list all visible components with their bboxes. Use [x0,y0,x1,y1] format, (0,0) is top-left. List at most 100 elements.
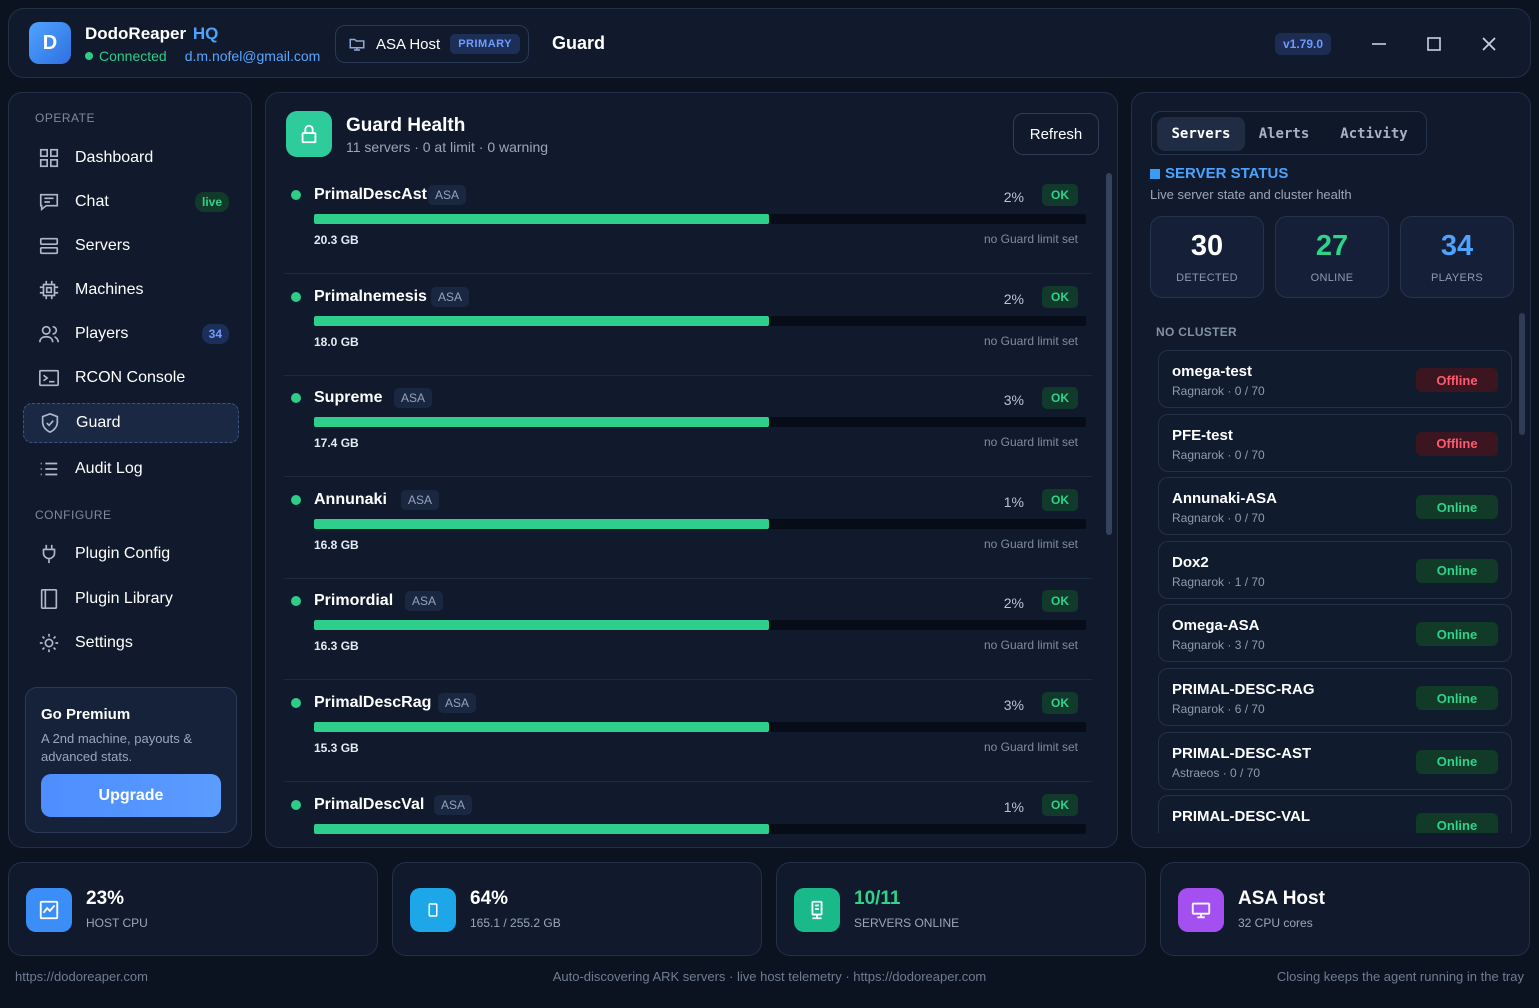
server-name: Primordial [314,592,394,610]
server-name: omega-test [1172,363,1253,380]
guard-row: PrimalDescVal ASA 1% OK [284,783,1092,847]
sidebar-item-audit-log[interactable]: Audit Log [23,449,239,489]
premium-title: Go Premium [41,706,131,723]
close-button[interactable] [1476,31,1502,57]
stat-players: 34 PLAYERS [1400,216,1514,298]
avatar[interactable]: D [29,22,71,64]
sidebar-item-plugin-config[interactable]: Plugin Config [23,534,239,574]
scrollbar[interactable] [1106,173,1112,535]
brand-suffix: HQ [192,24,219,43]
server-list: omega-test Ragnarok · 0 / 70 Offline PFE-te… [1158,350,1512,833]
tab-alerts[interactable]: Alerts [1258,126,1310,142]
sidebar-item-label: Chat [75,193,109,210]
stat-label: DETECTED [1176,272,1238,284]
sidebar-item-servers[interactable]: Servers [23,226,239,266]
stat-label: ONLINE [1310,272,1354,284]
server-row[interactable]: PRIMAL-DESC-VAL Online [1158,795,1512,833]
usage-percent: 2% [1003,189,1024,205]
disk-size: 17.4 GB [314,436,359,451]
server-row[interactable]: Annunaki-ASA Ragnarok · 0 / 70 Online [1158,477,1512,536]
server-players: 0 / 70 [1234,511,1265,526]
usage-bar [314,823,1086,834]
sidebar-item-players[interactable]: Players 34 [23,314,239,354]
servers-online-card: 10/11 SERVERS ONLINE [776,862,1146,956]
book-icon [37,587,61,611]
sidebar-item-plugin-library[interactable]: Plugin Library [23,579,239,619]
host-info-card: ASA Host 32 CPU cores [1160,862,1530,956]
scrollbar[interactable] [1519,313,1525,435]
status-badge: OK [1042,692,1078,714]
limit-text: no Guard limit set [983,435,1078,450]
cluster-group-label: NO CLUSTER [1156,325,1237,339]
status-badge: OK [1042,184,1078,206]
guard-list: PrimalDescAst ASA 2% OK 20.3 GB no Guard limi… [284,173,1092,847]
game-tag: ASA [405,591,444,612]
server-name: Primalnemesis [314,287,427,305]
footer-link[interactable]: https://dodoreaper.com [15,969,148,984]
sidebar-item-rcon-console[interactable]: RCON Console [23,358,239,398]
page-title: Guard [552,33,606,53]
status-dot-icon [85,52,93,60]
host-selector[interactable]: ASA Host PRIMARY [335,25,529,63]
game-tag: ASA [438,693,477,713]
server-row[interactable]: PRIMAL-DESC-AST Astraeos · 0 / 70 Online [1158,731,1512,790]
upgrade-button[interactable]: Upgrade [41,774,221,817]
host-cpu-card: 23% HOST CPU [8,862,378,956]
server-players: 0 / 70 [1230,765,1261,780]
sidebar-item-dashboard[interactable]: Dashboard [23,138,239,178]
usage-bar-fill [314,518,770,529]
limit-text: no Guard limit set [983,740,1078,754]
sidebar-item-machines[interactable]: Machines [23,270,239,310]
server-row[interactable]: Dox2 Ragnarok · 1 / 70 Online [1158,540,1512,599]
sidebar-item-label: Audit Log [75,460,143,477]
users-icon [37,322,61,346]
maximize-button[interactable] [1421,31,1447,57]
minimize-button[interactable] [1366,31,1392,57]
usage-bar-fill [314,620,770,631]
stat-value: 27 [1315,230,1349,262]
card-label: SERVERS ONLINE [854,916,960,930]
sidebar-item-label: RCON Console [75,369,186,386]
server-name: Dox2 [1172,553,1209,571]
usage-bar [314,214,1086,224]
tab-activity[interactable]: Activity [1340,126,1408,142]
footer-right-text: Closing keeps the agent running in the t… [1276,969,1524,984]
disk-size: 20.3 GB [314,233,359,247]
servers-icon [37,234,61,258]
guard-subtitle: 11 servers · 0 at limit · 0 warning [346,139,549,155]
account-email[interactable]: d.m.nofel@gmail.com [184,48,321,64]
server-row[interactable]: Omega-ASA Ragnarok · 3 / 70 Online [1158,604,1512,663]
card-value: 64% [470,888,509,909]
memory-card: 64% 165.1 / 255.2 GB [392,862,762,956]
sidebar-item-chat[interactable]: Chat live [23,182,239,222]
server-name: PRIMAL-DESC-RAG [1172,681,1315,698]
tab-servers[interactable]: Servers [1157,117,1245,151]
server-map: Ragnarok [1172,638,1225,653]
server-name: PRIMAL-DESC-AST [1172,744,1312,762]
lock-icon [286,111,332,157]
sidebar-item-label: Machines [75,281,144,298]
stat-value: 34 [1440,230,1474,262]
guard-row: Annunaki ASA 1% OK 16.8 GB no Guard limit set [284,478,1092,579]
stat-online: 27 ONLINE [1275,216,1389,298]
game-tag: ASA [428,185,467,205]
refresh-button[interactable]: Refresh [1013,113,1099,155]
sidebar-item-settings[interactable]: Settings [23,623,239,663]
server-row[interactable]: PFE-test Ragnarok · 0 / 70 Offline [1158,413,1512,472]
server-meta: Ragnarok · 1 / 70 [1172,574,1265,589]
footer-center-text: Auto-discovering ARK servers · live host… [552,969,987,984]
disk-size: 16.3 GB [314,639,359,654]
chat-icon [37,190,61,214]
server-row[interactable]: PRIMAL-DESC-RAG Ragnarok · 6 / 70 Online [1158,668,1512,726]
server-meta: Ragnarok · 0 / 70 [1172,511,1265,526]
stat-value: 30 [1190,230,1224,262]
limit-text: no Guard limit set [983,536,1078,551]
brand-name: DodoReaper [85,24,187,43]
guard-row: Primalnemesis ASA 2% OK 18.0 GB no Guard limi… [284,275,1092,376]
server-row[interactable]: omega-test Ragnarok · 0 / 70 Offline [1158,350,1512,408]
sidebar-item-guard[interactable]: Guard [23,403,239,443]
server-name: PFE-test [1172,426,1233,444]
guard-panel: Guard Health 11 servers · 0 at limit · 0… [265,92,1118,848]
tab-bar: Servers Alerts Activity [1151,111,1427,155]
usage-bar-fill [314,722,770,732]
